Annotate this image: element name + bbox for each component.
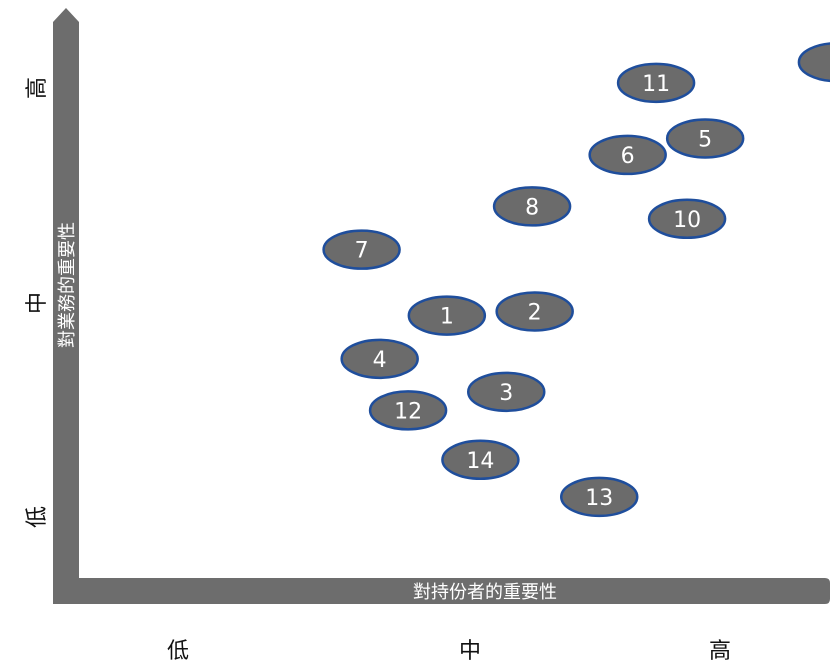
bubble-label: 5 xyxy=(698,127,712,152)
data-point-14: 14 xyxy=(441,439,520,481)
data-point-11: 11 xyxy=(616,62,696,104)
x-axis-title: 對持份者的重要性 xyxy=(413,582,557,603)
bubble xyxy=(340,338,419,380)
bubble xyxy=(322,229,401,270)
bubble xyxy=(441,439,520,481)
bubble xyxy=(797,42,830,83)
y-tick-labels: 低中高 xyxy=(25,77,50,528)
bubble-label: 10 xyxy=(673,208,701,233)
x-axis-bar xyxy=(77,578,830,604)
data-point-6: 6 xyxy=(588,134,667,176)
x-tick-labels: 低中高 xyxy=(167,639,731,664)
bubble xyxy=(647,198,727,240)
y-axis-bar xyxy=(53,8,79,604)
bubble xyxy=(665,118,745,159)
data-point-5: 5 xyxy=(665,118,745,159)
x-tick-label: 中 xyxy=(459,639,481,664)
x-tick-label: 高 xyxy=(709,639,731,664)
data-point-1: 1 xyxy=(407,295,487,336)
bubble-label: 12 xyxy=(394,399,422,424)
data-point-8: 8 xyxy=(492,186,572,227)
x-tick-label: 低 xyxy=(167,639,189,664)
bubble-label: 14 xyxy=(466,449,494,474)
bubble-label: 6 xyxy=(621,144,635,169)
data-point-12: 12 xyxy=(368,390,448,431)
bubble-label: 4 xyxy=(373,348,387,373)
bubble xyxy=(368,390,448,431)
data-point-7: 7 xyxy=(322,229,401,270)
y-tick-label: 高 xyxy=(25,77,50,99)
bubble-label: 7 xyxy=(355,239,369,264)
bubble xyxy=(492,186,572,227)
data-point-10: 10 xyxy=(647,198,727,240)
data-point-3: 3 xyxy=(467,371,546,413)
bubble-label: 13 xyxy=(585,486,613,511)
bubble-label: 1 xyxy=(440,305,454,330)
bubble xyxy=(616,62,696,104)
y-tick-label: 中 xyxy=(25,292,50,314)
bubble-label: 2 xyxy=(528,300,542,325)
bubble-label: 8 xyxy=(525,195,539,220)
data-points: 1234567891011121314 xyxy=(322,42,830,518)
y-tick-label: 低 xyxy=(25,506,50,528)
bubble xyxy=(560,476,639,518)
y-axis-title: 對業務的重要性 xyxy=(57,222,78,348)
data-point-9: 9 xyxy=(797,42,830,83)
data-point-13: 13 xyxy=(560,476,639,518)
data-point-2: 2 xyxy=(495,291,574,332)
bubble xyxy=(495,291,574,332)
bubble xyxy=(467,371,546,413)
bubble xyxy=(588,134,667,176)
data-point-4: 4 xyxy=(340,338,419,380)
bubble xyxy=(407,295,487,336)
bubble-label: 11 xyxy=(642,72,670,97)
bubble-label: 3 xyxy=(499,381,513,406)
